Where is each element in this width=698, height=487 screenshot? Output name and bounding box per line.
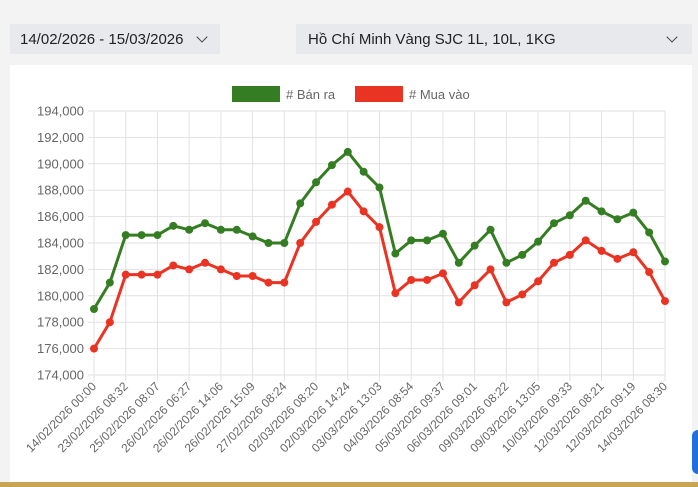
data-point <box>201 258 210 267</box>
data-point <box>185 265 194 274</box>
data-point <box>534 277 543 286</box>
data-point <box>629 208 638 217</box>
data-point <box>280 278 289 287</box>
data-point <box>216 265 225 274</box>
data-point <box>518 290 527 299</box>
data-point <box>534 237 543 246</box>
product-value: Hồ Chí Minh Vàng SJC 1L, 10L, 1KG <box>308 30 556 48</box>
data-point <box>565 211 574 220</box>
date-range-dropdown[interactable]: 14/02/2026 - 15/03/2026 <box>10 24 220 54</box>
y-tick-label: 192,000 <box>37 130 84 145</box>
data-point <box>613 254 622 263</box>
data-point <box>407 275 416 284</box>
y-tick-label: 186,000 <box>37 209 84 224</box>
y-tick-label: 178,000 <box>37 315 84 330</box>
data-point <box>248 232 257 241</box>
data-point <box>375 223 384 232</box>
data-point <box>407 236 416 245</box>
data-point <box>645 228 654 237</box>
data-point <box>121 270 130 279</box>
data-point <box>153 270 162 279</box>
data-point <box>137 231 146 240</box>
data-point <box>185 225 194 234</box>
y-tick-label: 190,000 <box>37 156 84 171</box>
legend-label: # Bán ra <box>286 87 336 102</box>
y-tick-label: 174,000 <box>37 368 84 383</box>
data-point <box>661 257 669 266</box>
legend-swatch <box>355 86 403 102</box>
data-point <box>454 258 463 267</box>
date-range-value: 14/02/2026 - 15/03/2026 <box>20 30 184 48</box>
data-point <box>391 249 400 258</box>
data-point <box>201 219 210 228</box>
data-point <box>137 270 146 279</box>
data-point <box>645 268 654 277</box>
data-point <box>581 236 590 245</box>
data-point <box>597 207 606 216</box>
data-point <box>565 250 574 259</box>
floating-button[interactable] <box>692 430 698 474</box>
data-point <box>169 261 178 270</box>
data-point <box>264 239 273 247</box>
data-point <box>232 272 241 280</box>
product-dropdown[interactable]: Hồ Chí Minh Vàng SJC 1L, 10L, 1KG <box>296 24 692 54</box>
data-point <box>629 248 638 257</box>
data-point <box>296 239 305 247</box>
data-point <box>232 225 241 234</box>
data-point <box>169 221 178 230</box>
data-point <box>375 183 384 192</box>
y-tick-label: 188,000 <box>37 183 84 198</box>
y-tick-label: 184,000 <box>37 236 84 251</box>
data-point <box>518 250 527 259</box>
data-point <box>312 217 321 226</box>
data-point <box>264 278 273 287</box>
data-point <box>296 199 305 208</box>
data-point <box>486 265 495 274</box>
y-tick-label: 176,000 <box>37 341 84 356</box>
data-point <box>661 297 669 306</box>
y-tick-label: 194,000 <box>37 104 84 119</box>
data-point <box>359 167 368 176</box>
data-point <box>216 225 225 234</box>
legend-swatch <box>232 86 280 102</box>
data-point <box>502 258 511 267</box>
data-point <box>549 219 558 228</box>
data-point <box>549 258 558 267</box>
data-point <box>486 225 495 234</box>
data-point <box>438 229 447 238</box>
legend-label: # Mua vào <box>409 87 470 102</box>
data-point <box>391 289 400 298</box>
y-tick-label: 182,000 <box>37 262 84 277</box>
data-point <box>343 147 352 156</box>
footer-bar <box>0 482 698 487</box>
data-point <box>470 241 479 250</box>
data-point <box>423 236 432 245</box>
data-point <box>90 344 98 353</box>
data-point <box>248 272 257 280</box>
data-point <box>121 231 130 240</box>
data-point <box>343 187 352 196</box>
data-point <box>312 178 321 187</box>
data-point <box>359 207 368 216</box>
data-point <box>423 275 432 284</box>
data-point <box>502 298 511 307</box>
y-tick-label: 180,000 <box>37 288 84 303</box>
data-point <box>105 318 114 327</box>
data-point <box>153 231 162 240</box>
data-point <box>454 298 463 307</box>
data-point <box>470 281 479 290</box>
data-point <box>597 246 606 255</box>
data-point <box>105 278 114 287</box>
data-point <box>613 215 622 224</box>
data-point <box>327 161 336 170</box>
data-point <box>581 196 590 205</box>
data-point <box>280 239 289 247</box>
data-point <box>327 200 336 209</box>
data-point <box>438 269 447 278</box>
data-point <box>90 305 98 313</box>
